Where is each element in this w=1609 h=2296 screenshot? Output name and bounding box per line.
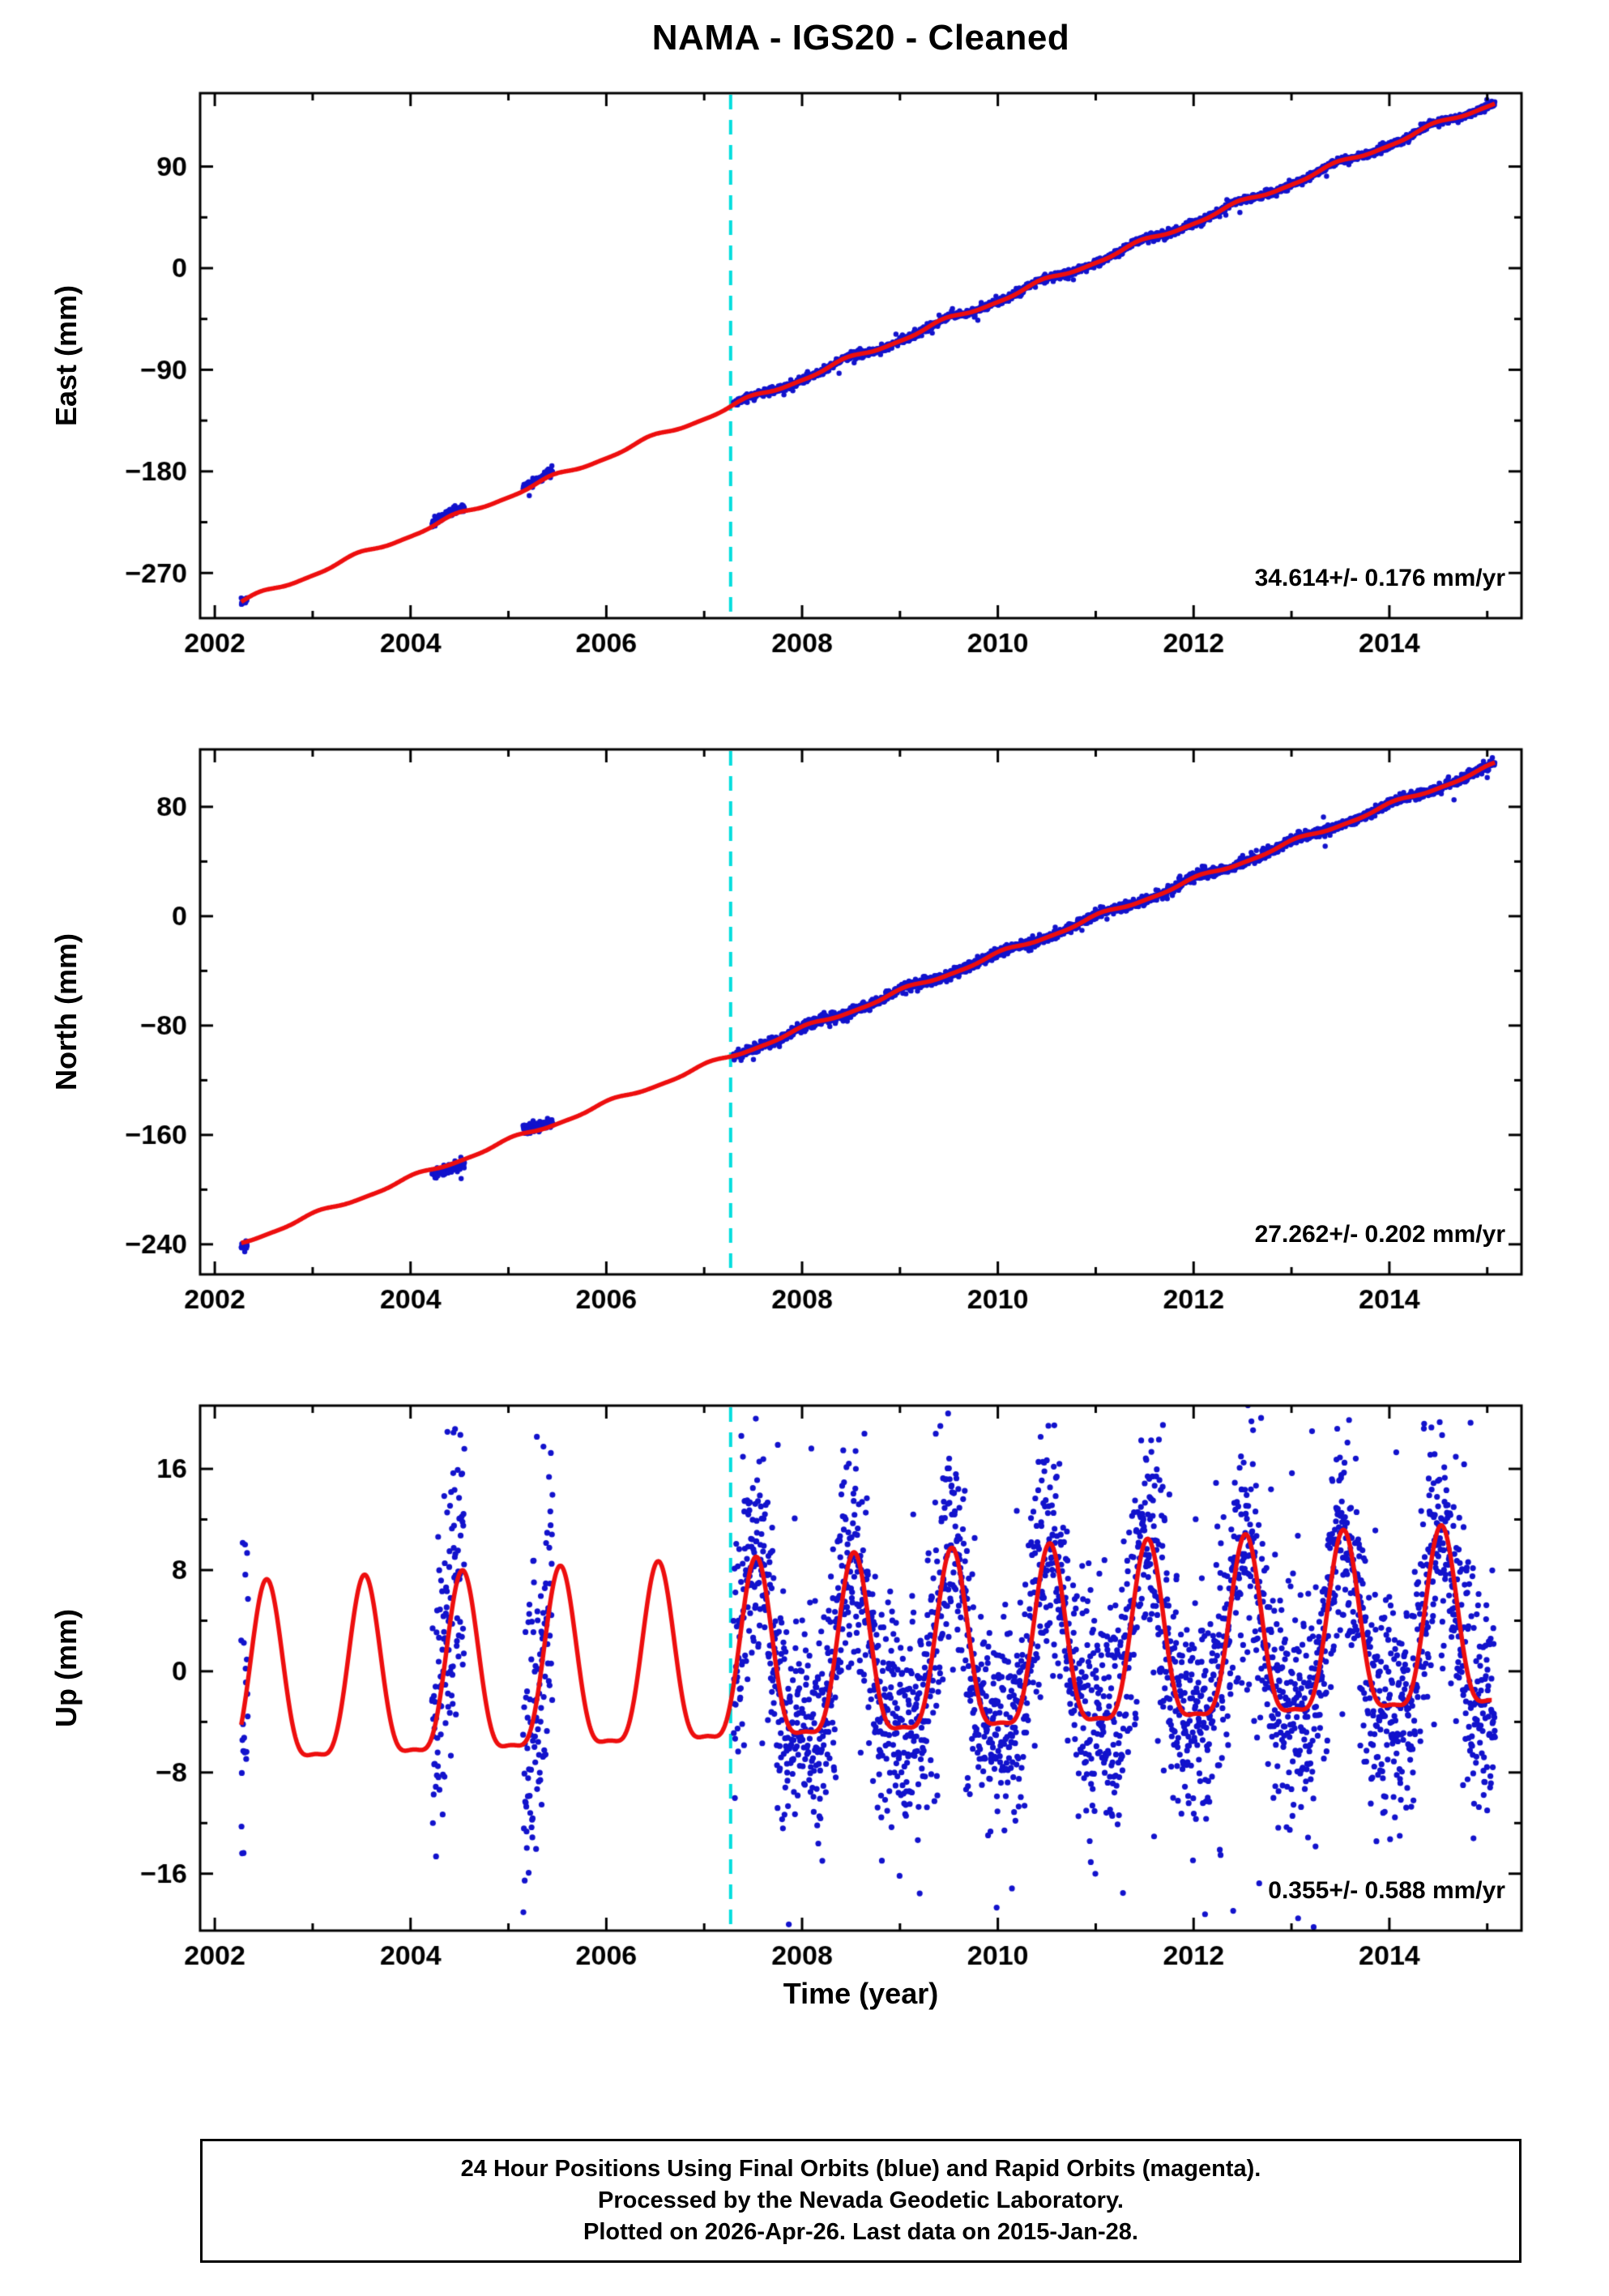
page-title: NAMA - IGS20 - Cleaned [651,18,1070,58]
east-rate-label: 34.614+/- 0.176 mm/yr [1254,565,1505,591]
north-rate-label: 27.262+/- 0.202 mm/yr [1254,1221,1505,1248]
east-axis-label: East (mm) [49,284,83,427]
footer-line-processed-by: Processed by the Nevada Geodetic Laborat… [598,2187,1124,2213]
timeseries-canvas [0,0,1609,2074]
up-rate-label: 0.355+/- 0.588 mm/yr [1268,1877,1505,1904]
time-axis-label: Time (year) [783,1977,939,2010]
footer-line-orbits: 24 Hour Positions Using Final Orbits (bl… [460,2156,1261,2182]
footer-line-dates: Plotted on 2026-Apr-26. Last data on 201… [583,2219,1138,2245]
footer-box: 24 Hour Positions Using Final Orbits (bl… [200,2139,1522,2263]
up-axis-label: Up (mm) [49,1609,83,1727]
north-axis-label: North (mm) [49,933,83,1090]
